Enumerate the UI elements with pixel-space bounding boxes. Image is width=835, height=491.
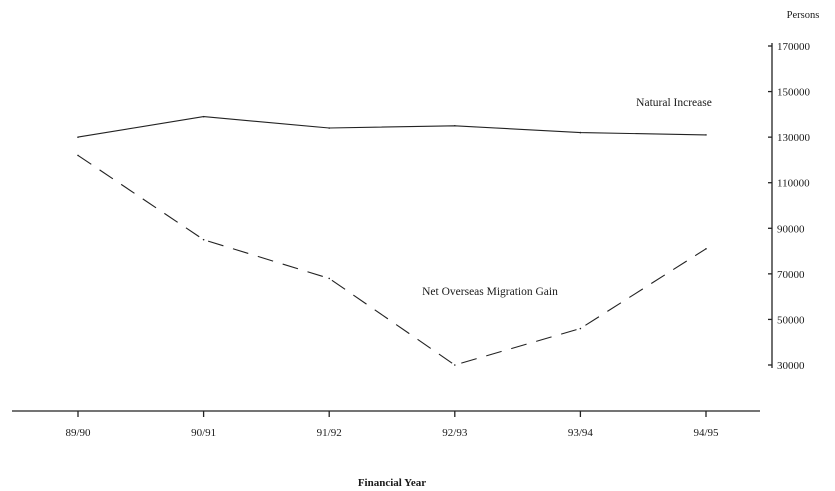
x-tick-label: 92/93 <box>442 427 468 439</box>
data-point-natural-increase <box>202 115 205 118</box>
y-tick-label: 110000 <box>777 178 810 190</box>
data-point-net-overseas-migration-gain <box>328 277 331 280</box>
y-tick-label: 50000 <box>777 314 805 326</box>
series-layer <box>77 115 707 366</box>
data-point-natural-increase <box>454 124 456 127</box>
x-tick-label: 94/95 <box>693 427 719 439</box>
series-line-natural-increase <box>77 116 707 138</box>
data-point-natural-increase <box>579 131 582 134</box>
y-tick-label: 70000 <box>777 269 805 281</box>
data-point-natural-increase <box>77 136 79 138</box>
series-label-net-overseas-migration-gain: Net Overseas Migration Gain <box>422 286 558 298</box>
data-point-net-overseas-migration-gain <box>454 364 456 366</box>
data-point-net-overseas-migration-gain <box>579 327 582 330</box>
y-tick-label: 130000 <box>777 132 811 144</box>
data-point-net-overseas-migration-gain <box>202 238 205 241</box>
y-tick-label: 170000 <box>777 41 811 53</box>
x-tick-label: 90/91 <box>191 427 216 439</box>
x-tick-label: 89/90 <box>65 427 91 439</box>
x-axis-title: Financial Year <box>358 477 426 489</box>
y-axis-unit-label: Persons <box>787 10 820 21</box>
y-tick-label: 30000 <box>777 360 805 372</box>
y-axis: 170000 150000 130000 110000 90000 70000 50000 3… <box>768 10 819 372</box>
data-point-natural-increase <box>705 134 707 136</box>
x-tick-label: 91/92 <box>317 427 342 439</box>
y-tick-label: 150000 <box>777 87 811 99</box>
x-axis: 89/90 90/91 91/92 92/93 93/94 94/95 Financial … <box>12 410 760 489</box>
series-line-net-overseas-migration-gain <box>77 154 707 366</box>
data-point-net-overseas-migration-gain <box>705 247 707 250</box>
labels-layer: Natural Increase Net Overseas Migration G… <box>422 97 712 298</box>
y-tick-label: 90000 <box>777 223 805 235</box>
data-point-net-overseas-migration-gain <box>77 154 79 157</box>
x-tick-label: 93/94 <box>568 427 594 439</box>
data-point-natural-increase <box>328 127 331 129</box>
series-label-natural-increase: Natural Increase <box>636 97 712 109</box>
